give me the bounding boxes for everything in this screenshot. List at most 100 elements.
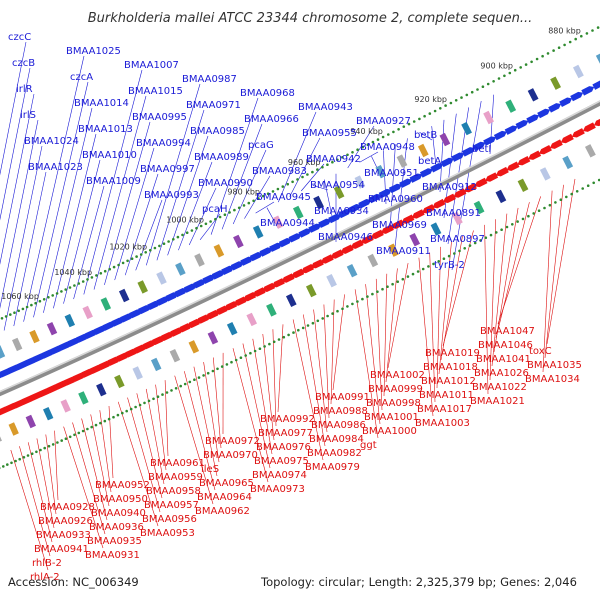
- tick-label: 1060 kbp: [1, 292, 39, 301]
- forward-feature-arrow: [288, 233, 302, 243]
- reverse-feature-arrow: [330, 249, 344, 259]
- forward-feature-arrow: [461, 147, 475, 157]
- forward-feature-arrow: [119, 313, 134, 323]
- gc-dot: [282, 335, 286, 339]
- feature-block: [150, 357, 162, 372]
- leader-line: [312, 185, 329, 191]
- gc-dot: [449, 101, 453, 105]
- leader-line: [303, 314, 326, 447]
- feature-block: [313, 195, 324, 210]
- gc-dot: [381, 135, 385, 139]
- gc-dot: [199, 224, 203, 228]
- gc-dot: [214, 217, 217, 221]
- gc-dot: [371, 140, 375, 144]
- gene-label: BMAA1021: [470, 396, 525, 407]
- forward-feature-arrow: [338, 208, 352, 219]
- gene-label: BMAA0935: [87, 536, 142, 547]
- gc-dot: [497, 77, 501, 80]
- gc-dot: [17, 309, 21, 313]
- forward-feature-arrow: [278, 237, 292, 248]
- gene-label: BMAA0990: [198, 178, 253, 189]
- leader-line: [232, 149, 267, 225]
- gene-label: BMAA1001: [364, 412, 419, 423]
- gc-dot: [125, 409, 128, 413]
- gc-dot: [351, 302, 354, 306]
- tick-label: 880 kbp: [548, 27, 581, 36]
- gc-dot: [161, 393, 164, 396]
- gc-dot: [14, 459, 17, 463]
- gc-dot: [209, 220, 212, 223]
- leader-line: [300, 163, 325, 192]
- gc-dot: [172, 238, 175, 241]
- leader-line: [323, 304, 330, 419]
- gene-label: BMAA0942: [306, 154, 361, 165]
- forward-feature-arrow: [147, 300, 161, 311]
- forward-feature-arrow: [430, 163, 444, 173]
- gc-dot: [268, 342, 271, 346]
- gc-dot: [552, 49, 555, 52]
- gc-dot: [181, 233, 184, 237]
- gc-dot: [220, 365, 224, 368]
- gene-label: ggt: [360, 440, 377, 451]
- leader-line: [90, 414, 110, 507]
- leader-line: [385, 268, 398, 383]
- forward-feature-arrow: [111, 317, 125, 327]
- gene-label: BMAA1046: [478, 340, 533, 351]
- page-title: Burkholderia mallei ATCC 23344 chromosom…: [88, 11, 533, 26]
- reverse-feature-arrow: [320, 254, 334, 264]
- feature-block: [156, 271, 167, 285]
- tick-label: 940 kbp: [350, 127, 383, 136]
- gc-dot: [439, 107, 442, 110]
- gc-dot: [68, 435, 72, 439]
- forward-feature-arrow: [102, 321, 116, 331]
- leader-line: [292, 319, 324, 461]
- gc-dot: [511, 223, 514, 226]
- leader-line: [36, 438, 55, 529]
- gc-dot: [147, 399, 151, 403]
- tick-label: 900 kbp: [480, 62, 513, 71]
- gc-dot: [190, 229, 194, 232]
- leader-line: [546, 178, 576, 345]
- gc-dot: [276, 187, 280, 191]
- gene-label: BMAA0972: [205, 436, 260, 447]
- gene-label: czcA: [70, 72, 93, 83]
- reverse-feature-arrow: [310, 259, 324, 269]
- leader-line: [43, 107, 93, 313]
- gene-label: BMAA0977: [258, 428, 313, 439]
- gc-dot: [371, 292, 374, 296]
- gc-dot: [86, 427, 89, 431]
- gc-dot: [56, 441, 59, 444]
- leader-line: [313, 309, 328, 433]
- reverse-feature-arrow: [252, 287, 266, 297]
- gc-dot: [361, 297, 364, 301]
- feature-block: [375, 164, 387, 179]
- gc-dot: [51, 443, 55, 446]
- reverse-feature-arrow: [453, 188, 467, 198]
- reverse-feature-arrow: [401, 214, 415, 224]
- gc-dot: [423, 114, 426, 118]
- gene-label: BMAA0975: [254, 456, 309, 467]
- leader-line: [451, 101, 482, 271]
- gene-label: BMAA0964: [197, 492, 252, 503]
- leader-line: [0, 41, 27, 176]
- feature-block: [29, 329, 40, 344]
- gc-dot: [204, 222, 208, 226]
- gc-dot: [249, 351, 252, 355]
- gene-label: BMAA0965: [199, 478, 254, 489]
- gc-dot: [22, 456, 26, 459]
- reverse-feature-arrow: [168, 327, 182, 337]
- gene-label: BMAA0956: [142, 514, 197, 525]
- gc-dot: [129, 407, 133, 411]
- feature-block: [483, 110, 494, 125]
- gc-dot: [263, 345, 266, 348]
- leader-line: [497, 196, 541, 325]
- gene-label: BMAA0971: [186, 100, 241, 111]
- forward-feature-arrow: [183, 283, 197, 293]
- leader-line: [332, 294, 345, 391]
- gc-dot: [144, 251, 147, 254]
- gc-dot: [197, 376, 201, 379]
- feature-block: [285, 293, 297, 308]
- forward-feature-arrow: [269, 242, 283, 253]
- feature-block: [505, 99, 517, 113]
- gc-dot: [597, 178, 600, 182]
